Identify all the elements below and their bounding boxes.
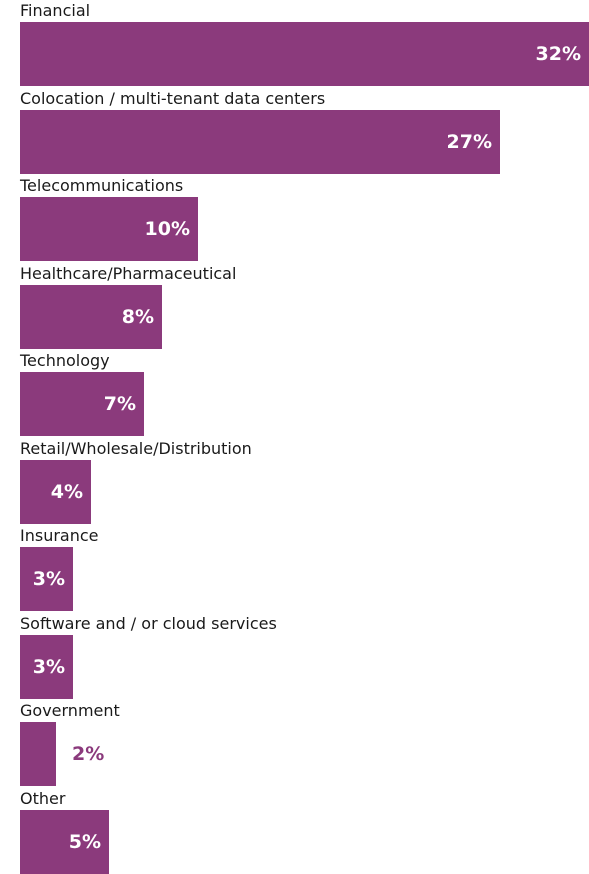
category-label: Financial: [20, 1, 91, 20]
bar: [20, 197, 198, 261]
bar: [20, 634, 73, 699]
category-label: Other: [20, 788, 66, 808]
data-label: 5%: [68, 830, 101, 853]
category-label: Software and / or cloud services: [20, 613, 277, 633]
bar: [20, 547, 73, 611]
bar: [20, 809, 109, 874]
bar: [20, 459, 91, 524]
category-label: Retail/Wholesale/Distribution: [20, 438, 252, 458]
bar: [20, 22, 589, 86]
bar: [20, 284, 162, 349]
data-label: 3%: [32, 568, 65, 590]
bar: [20, 109, 500, 174]
category-label: Government: [20, 701, 120, 720]
category-label: Healthcare/Pharmaceutical: [20, 263, 237, 283]
category-label: Insurance: [20, 526, 99, 545]
data-label: 10%: [144, 218, 190, 240]
data-label: 27%: [446, 130, 492, 153]
category-label: Technology: [20, 351, 110, 370]
data-label: 8%: [121, 305, 154, 328]
data-label: 2%: [72, 743, 105, 765]
category-label: Telecommunications: [20, 176, 184, 195]
data-label: 3%: [32, 655, 65, 678]
data-label: 4%: [50, 480, 83, 503]
data-label: 32%: [535, 43, 581, 65]
category-label: Colocation / multi-tenant data centers: [20, 88, 326, 108]
bar: [20, 722, 56, 786]
data-label: 7%: [103, 393, 136, 415]
bar: [20, 372, 144, 436]
